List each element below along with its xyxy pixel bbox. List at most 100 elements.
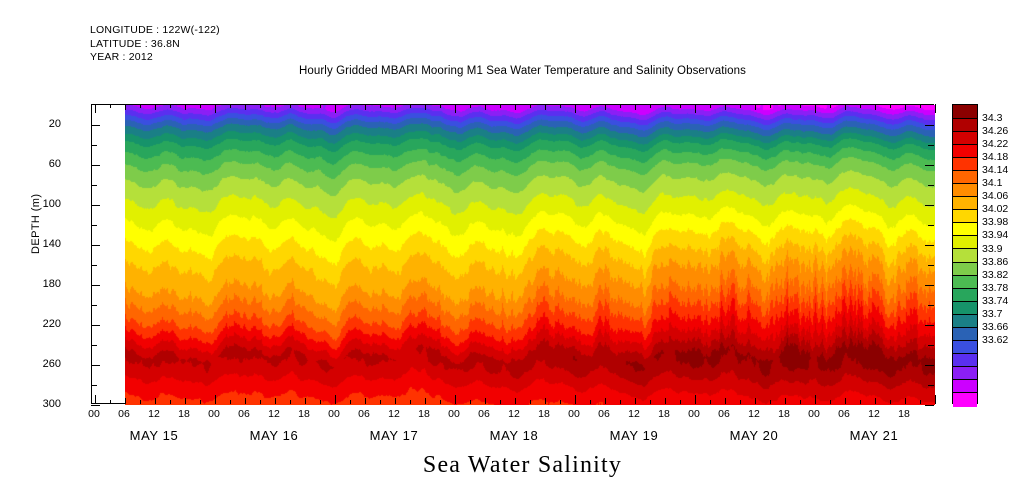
colorbar-band (953, 209, 977, 224)
colorbar-band (953, 261, 977, 277)
x-axis-tick (680, 104, 681, 108)
colorbar-label: 33.78 (982, 281, 1009, 294)
y-axis-tick (928, 225, 934, 226)
x-axis-tick (725, 104, 726, 110)
x-axis-tick (185, 398, 186, 404)
x-axis-tick (440, 400, 441, 404)
x-axis-hour-label: 18 (178, 408, 190, 420)
x-axis-tick (815, 104, 816, 113)
y-axis-title: DEPTH (m) (30, 193, 42, 254)
x-axis-tick (455, 104, 456, 113)
x-axis-hour-label: 12 (628, 408, 640, 420)
year-label: YEAR : 2012 (90, 51, 153, 63)
x-axis-tick (170, 400, 171, 404)
x-axis-tick (425, 398, 426, 404)
x-axis-tick (875, 398, 876, 404)
colorbar-band (953, 352, 977, 368)
x-axis-tick (665, 398, 666, 404)
colorbar-label: 34.26 (982, 125, 1009, 138)
chart-caption: Sea Water Salinity (0, 452, 1009, 479)
x-axis-tick (545, 104, 546, 110)
x-axis-tick (290, 104, 291, 108)
x-axis-tick (95, 395, 96, 404)
x-axis-tick (665, 104, 666, 110)
x-axis-tick (740, 400, 741, 404)
x-axis-day-label: MAY 16 (249, 428, 299, 443)
metadata-block: LONGITUDE : 122W(-122) LATITUDE : 36.8N … (90, 24, 220, 65)
x-axis-tick (335, 104, 336, 113)
x-axis-tick (485, 398, 486, 404)
y-axis-tick (928, 345, 934, 346)
x-axis-tick (170, 104, 171, 108)
y-axis-tick (925, 125, 934, 126)
x-axis-hour-label: 06 (238, 408, 250, 420)
x-axis-tick (575, 104, 576, 113)
colorbar-label: 34.06 (982, 190, 1009, 203)
y-axis-tick (91, 385, 97, 386)
colorbar-label: 34.02 (982, 203, 1009, 216)
y-axis-tick (925, 325, 934, 326)
colorbar-label: 34.3 (982, 112, 1003, 125)
x-axis-tick (755, 398, 756, 404)
x-axis-tick (155, 104, 156, 110)
colorbar-band (953, 300, 977, 316)
x-axis-tick (200, 104, 201, 108)
x-axis-tick (830, 400, 831, 404)
x-axis-tick (695, 104, 696, 113)
x-axis-tick (110, 104, 111, 108)
y-axis-tick (91, 205, 100, 206)
x-axis-tick (755, 104, 756, 110)
x-axis-tick (140, 104, 141, 108)
x-axis-hour-label: 06 (838, 408, 850, 420)
x-axis-tick (890, 400, 891, 404)
x-axis-hour-label: 00 (88, 408, 100, 420)
x-axis-hour-label: 00 (568, 408, 580, 420)
x-axis-hour-label: 06 (598, 408, 610, 420)
colorbar-band (953, 183, 977, 198)
x-axis-tick (530, 400, 531, 404)
x-axis-tick (350, 104, 351, 108)
chart-title-text: Hourly Gridded MBARI Mooring M1 Sea Wate… (298, 65, 746, 77)
x-axis-hour-label: 18 (778, 408, 790, 420)
x-axis-tick (605, 104, 606, 110)
y-axis-tick (925, 365, 934, 366)
colorbar-label: 33.9 (982, 242, 1003, 255)
x-axis-tick (845, 104, 846, 110)
x-axis-tick (680, 400, 681, 404)
x-axis-hour-label: 06 (118, 408, 130, 420)
x-axis-tick (650, 400, 651, 404)
x-axis-day-label: MAY 21 (849, 428, 899, 443)
x-axis-tick (470, 104, 471, 108)
y-axis-tick (925, 405, 934, 406)
x-axis-tick (815, 395, 816, 404)
colorbar-label: 33.82 (982, 268, 1009, 281)
x-axis-tick (860, 400, 861, 404)
colorbar-band (953, 105, 977, 119)
colorbar-label: 33.7 (982, 307, 1003, 320)
x-axis-day-label: MAY 19 (609, 428, 659, 443)
x-axis-tick (740, 104, 741, 108)
x-axis-tick (125, 398, 126, 404)
x-axis-hour-label: 00 (448, 408, 460, 420)
y-axis-tick (91, 325, 100, 326)
colorbar-label: 33.66 (982, 320, 1009, 333)
x-axis-tick (260, 400, 261, 404)
x-axis-tick (590, 104, 591, 108)
x-axis-tick (620, 400, 621, 404)
x-axis-tick (215, 104, 216, 113)
x-axis-tick (560, 400, 561, 404)
x-axis-tick (935, 104, 936, 113)
x-axis-tick (590, 400, 591, 404)
y-axis-tick (928, 305, 934, 306)
x-axis-tick (770, 400, 771, 404)
plot-area (91, 104, 936, 406)
x-axis-day-label: MAY 15 (129, 428, 179, 443)
x-axis-tick (785, 104, 786, 110)
x-axis-tick (140, 400, 141, 404)
x-axis-tick (920, 400, 921, 404)
y-axis-label: 180 (42, 278, 61, 290)
x-axis-tick (320, 104, 321, 108)
x-axis-tick (380, 400, 381, 404)
x-axis-hour-label: 12 (388, 408, 400, 420)
colorbar-band (953, 118, 977, 133)
